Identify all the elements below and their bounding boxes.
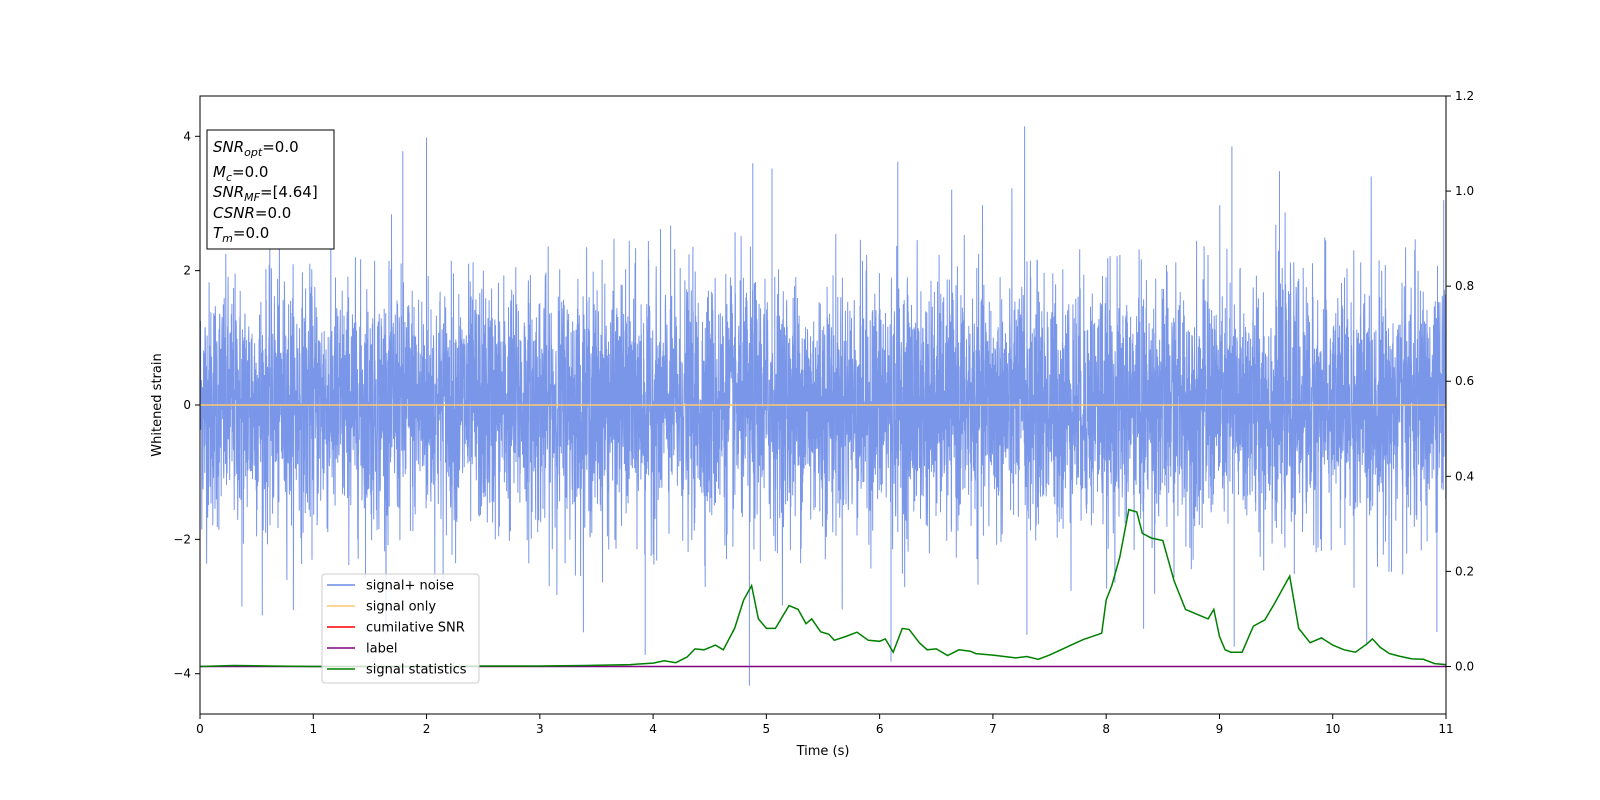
y2-tick-label: 0.4	[1455, 469, 1474, 483]
x-tick-label: 3	[536, 722, 544, 736]
y-tick-label: −2	[173, 532, 191, 546]
legend: signal+ noise signal only cumilative SNR la…	[321, 573, 480, 684]
x-tick-label: 11	[1438, 722, 1453, 736]
x-tick-label: 4	[649, 722, 657, 736]
info-box-line: SNRopt=0.0	[213, 138, 299, 159]
info-box-line: SNRMF=[4.64]	[213, 183, 318, 204]
x-tick-label: 5	[763, 722, 771, 736]
plot-area	[200, 126, 1446, 686]
y-tick-label: 2	[183, 264, 191, 278]
y2-tick-label: 0.2	[1455, 564, 1474, 578]
y-axis-label: Whitened strain	[150, 353, 165, 456]
y-axis-ticks: −4 −2 0 2 4	[173, 129, 200, 681]
y2-tick-label: 1.0	[1455, 184, 1474, 198]
x-tick-label: 1	[309, 722, 317, 736]
x-tick-label: 0	[196, 722, 204, 736]
series-signal-statistics	[200, 508, 1446, 668]
y-tick-label: 0	[183, 398, 191, 412]
y2-tick-label: 0.8	[1455, 279, 1474, 293]
x-tick-label: 9	[1216, 722, 1224, 736]
x-tick-label: 7	[989, 722, 997, 736]
legend-frame	[321, 573, 480, 684]
legend-label: label	[366, 642, 397, 657]
y2-axis-ticks: 0.0 0.2 0.4 0.6 0.8 1.0 1.2	[1446, 89, 1474, 673]
info-box-line: Tm=0.0	[213, 224, 269, 245]
info-box-frame	[206, 129, 335, 250]
y2-tick-label: 1.2	[1455, 89, 1474, 103]
x-axis-ticks: 0 1 2 3 4 5 6 7 8 9 10 11	[196, 714, 1454, 736]
x-tick-label: 10	[1325, 722, 1340, 736]
x-tick-label: 8	[1102, 722, 1110, 736]
x-axis-label: Time (s)	[796, 744, 850, 759]
y2-tick-label: 0.6	[1455, 374, 1474, 388]
y-tick-label: −4	[173, 667, 191, 681]
series-signal-noise	[200, 126, 1446, 686]
y2-tick-label: 0.0	[1455, 659, 1474, 673]
x-tick-label: 6	[876, 722, 884, 736]
legend-label: cumilative SNR	[366, 621, 465, 636]
x-tick-label: 2	[423, 722, 431, 736]
info-box-line: CSNR=0.0	[213, 204, 291, 222]
legend-label: signal statistics	[366, 663, 467, 678]
y-tick-label: 4	[183, 129, 191, 143]
legend-label: signal+ noise	[366, 579, 454, 594]
series-layer	[200, 126, 1446, 686]
legend-label: signal only	[366, 600, 436, 615]
info-box-line: Mc=0.0	[213, 163, 268, 184]
